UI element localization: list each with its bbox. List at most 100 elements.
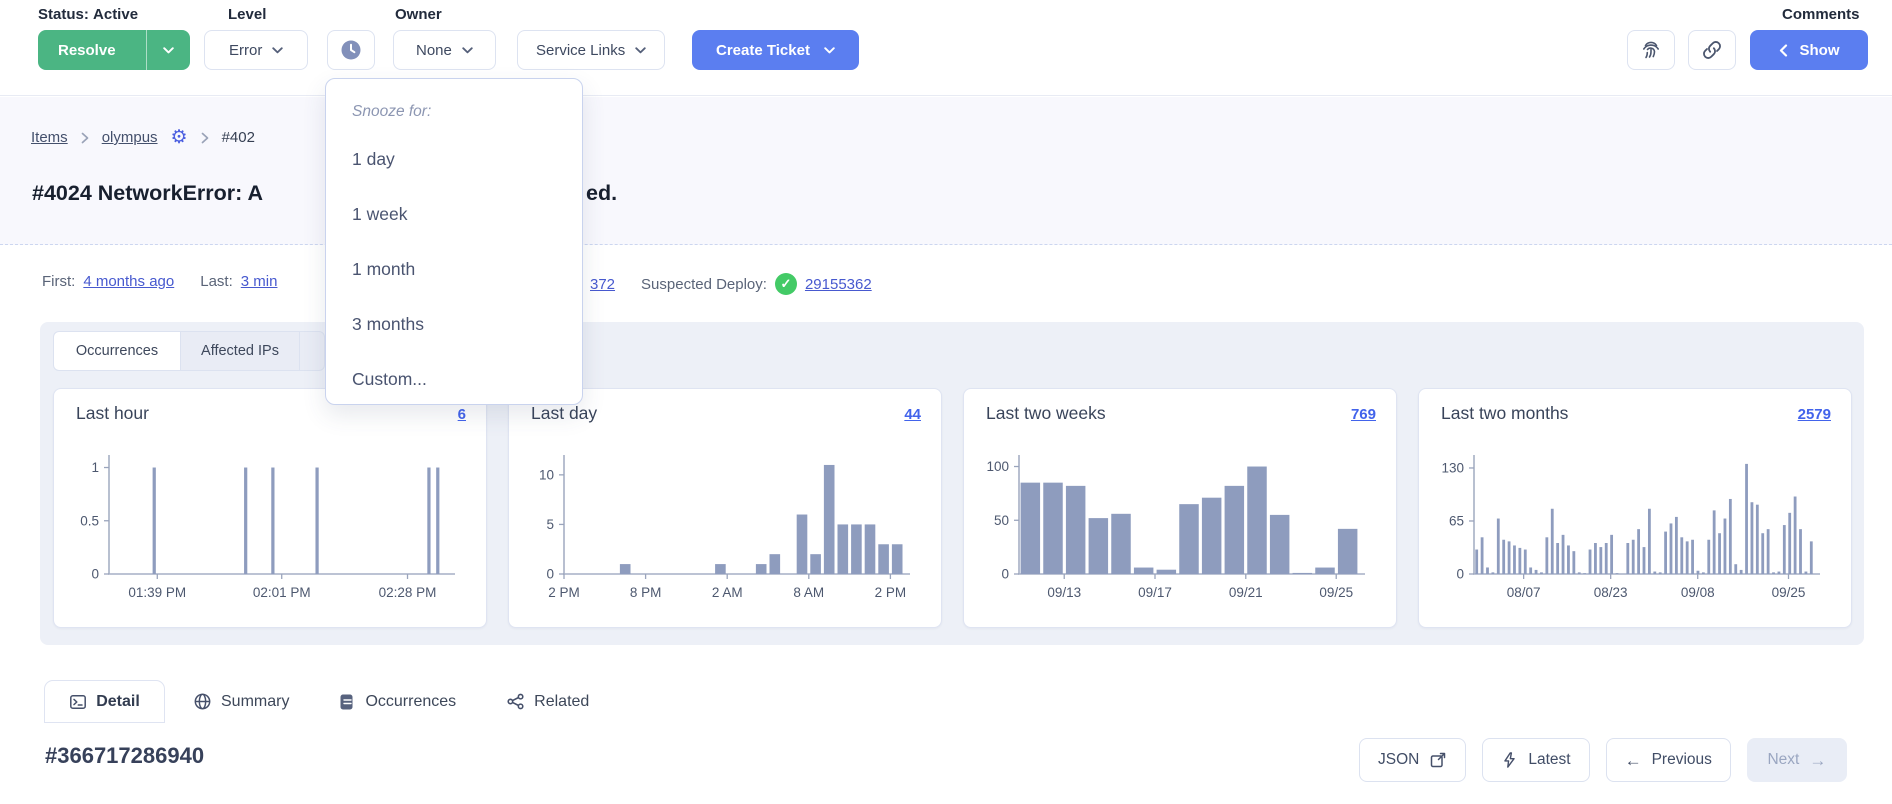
chevron-down-icon <box>635 46 646 53</box>
svg-text:2 PM: 2 PM <box>875 585 907 600</box>
status-label: Status: Active <box>38 6 138 23</box>
snooze-option-1-month[interactable]: 1 month <box>352 259 416 279</box>
svg-text:09/17: 09/17 <box>1138 585 1172 600</box>
level-value: Error <box>229 41 263 59</box>
chevron-down-icon <box>162 46 174 53</box>
tab-occurrences-detail[interactable]: Occurrences <box>339 680 456 723</box>
level-label: Level <box>228 6 267 23</box>
svg-text:8 AM: 8 AM <box>793 585 824 600</box>
status-label-text: Status: <box>38 6 89 23</box>
meta-deploy: 372 Suspected Deploy: ✓ 29155362 <box>590 273 872 295</box>
svg-text:09/13: 09/13 <box>1047 585 1081 600</box>
arrow-left-icon: ← <box>1624 750 1642 770</box>
svg-text:50: 50 <box>994 513 1009 528</box>
tab-detail[interactable]: Detail <box>44 680 165 723</box>
show-comments-label: Show <box>1799 41 1840 59</box>
detail-tab-bar: Detail Summary Occurrences Related <box>44 680 589 723</box>
fingerprint-button[interactable] <box>1627 30 1675 70</box>
last-seen-link[interactable]: 3 min <box>240 273 278 290</box>
owner-dropdown[interactable]: None <box>393 30 496 70</box>
project-settings-gear-icon[interactable]: ⚙ <box>170 127 188 148</box>
tab-summary[interactable]: Summary <box>193 680 289 723</box>
next-button[interactable]: Next → <box>1746 738 1847 782</box>
external-link-icon <box>1431 752 1446 768</box>
json-button-label: JSON <box>1378 751 1420 768</box>
snooze-option-custom[interactable]: Custom... <box>352 369 427 389</box>
chart-count-link[interactable]: 6 <box>457 406 466 423</box>
svg-text:09/25: 09/25 <box>1319 585 1353 600</box>
chart-tabs: Occurrences Affected IPs <box>53 331 325 371</box>
chevron-down-icon <box>272 46 284 53</box>
json-button[interactable]: JSON <box>1359 738 1467 782</box>
svg-text:100: 100 <box>986 459 1009 474</box>
create-ticket-button[interactable]: Create Ticket <box>692 30 859 70</box>
tab-related-label: Related <box>534 692 590 710</box>
latest-button[interactable]: Latest <box>1482 738 1590 782</box>
suspected-deploy-link[interactable]: 29155362 <box>804 275 872 293</box>
arrow-right-icon: → <box>1809 750 1827 770</box>
breadcrumb: Items olympus ⚙ #402 <box>31 128 255 147</box>
lightning-icon <box>1504 752 1516 768</box>
tab-detail-label: Detail <box>96 692 140 710</box>
check-circle-icon: ✓ <box>774 273 797 295</box>
total-occurrences-link[interactable]: 372 <box>590 275 616 293</box>
resolve-button-label[interactable]: Resolve <box>58 41 116 59</box>
breadcrumb-project-link[interactable]: olympus <box>101 129 158 146</box>
occurrence-id: #366717286940 <box>45 743 205 768</box>
chevron-down-icon <box>462 46 473 53</box>
terminal-icon <box>70 694 87 709</box>
tab-related[interactable]: Related <box>506 680 589 723</box>
svg-text:0: 0 <box>546 567 554 582</box>
snooze-menu-header: Snooze for: <box>352 103 432 120</box>
snooze-menu: Snooze for: 1 day 1 week 1 month 3 month… <box>325 78 583 405</box>
chart-card-last-hour: Last hour 6 1 0.5 0 01:39 PM 02:01 PM 02:28 P… <box>53 388 487 628</box>
snooze-button[interactable] <box>327 30 375 70</box>
svg-text:1: 1 <box>91 460 99 475</box>
item-header: Items olympus ⚙ #402 #4024 NetworkError:… <box>0 97 1892 245</box>
bar-chart-last-two-months: 130 65 0 08/07 08/23 09/08 09/25 <box>1419 451 1853 611</box>
suspected-deploy-label: Suspected Deploy: <box>641 275 767 293</box>
snooze-option-1-day[interactable]: 1 day <box>352 149 395 169</box>
breadcrumb-items-link[interactable]: Items <box>31 129 68 146</box>
link-icon <box>1703 41 1721 59</box>
status-value: Active <box>93 6 139 23</box>
svg-text:130: 130 <box>1441 460 1464 475</box>
fingerprint-icon <box>1643 41 1659 59</box>
permalink-button[interactable] <box>1688 30 1736 70</box>
tab-affected-ips[interactable]: Affected IPs <box>180 331 300 371</box>
svg-text:2 PM: 2 PM <box>548 585 580 600</box>
svg-text:8 PM: 8 PM <box>630 585 662 600</box>
service-links-dropdown[interactable]: Service Links <box>517 30 666 70</box>
share-network-icon <box>507 693 524 710</box>
occurrence-actions: JSON Latest ← Previous Next → <box>1359 738 1847 782</box>
bar-chart-last-hour: 1 0.5 0 01:39 PM 02:01 PM 02:28 PM <box>54 451 488 611</box>
page-title-suffix: ed. <box>586 181 618 205</box>
comments-label: Comments <box>1782 6 1860 23</box>
chart-count-link[interactable]: 44 <box>904 406 921 423</box>
svg-text:0: 0 <box>91 567 99 582</box>
resolve-dropdown-toggle[interactable] <box>145 30 190 70</box>
svg-text:08/23: 08/23 <box>1594 585 1628 600</box>
svg-text:08/07: 08/07 <box>1507 585 1541 600</box>
snooze-option-3-months[interactable]: 3 months <box>352 314 424 334</box>
tab-partially-hidden[interactable] <box>299 331 325 371</box>
show-comments-button[interactable]: Show <box>1750 30 1868 70</box>
tab-occurrences[interactable]: Occurrences <box>53 331 181 371</box>
svg-text:02:01 PM: 02:01 PM <box>253 585 311 600</box>
resolve-button[interactable]: Resolve <box>38 30 190 70</box>
bar-chart-last-two-weeks: 100 50 0 09/13 09/17 09/21 09/25 <box>964 451 1398 611</box>
snooze-option-1-week[interactable]: 1 week <box>352 204 408 224</box>
previous-button[interactable]: ← Previous <box>1605 738 1731 782</box>
level-dropdown[interactable]: Error <box>204 30 309 70</box>
chart-count-link[interactable]: 2579 <box>1797 406 1831 423</box>
chart-count-link[interactable]: 769 <box>1350 406 1376 423</box>
first-seen-link[interactable]: 4 months ago <box>83 273 175 290</box>
svg-text:09/21: 09/21 <box>1229 585 1263 600</box>
svg-text:5: 5 <box>546 517 554 532</box>
chart-title: Last day <box>531 403 598 423</box>
chart-title: Last two months <box>1441 403 1569 423</box>
tab-summary-label: Summary <box>221 692 290 710</box>
owner-value: None <box>416 41 452 59</box>
create-ticket-label: Create Ticket <box>716 41 810 59</box>
breadcrumb-current-item: #402 <box>221 129 255 146</box>
